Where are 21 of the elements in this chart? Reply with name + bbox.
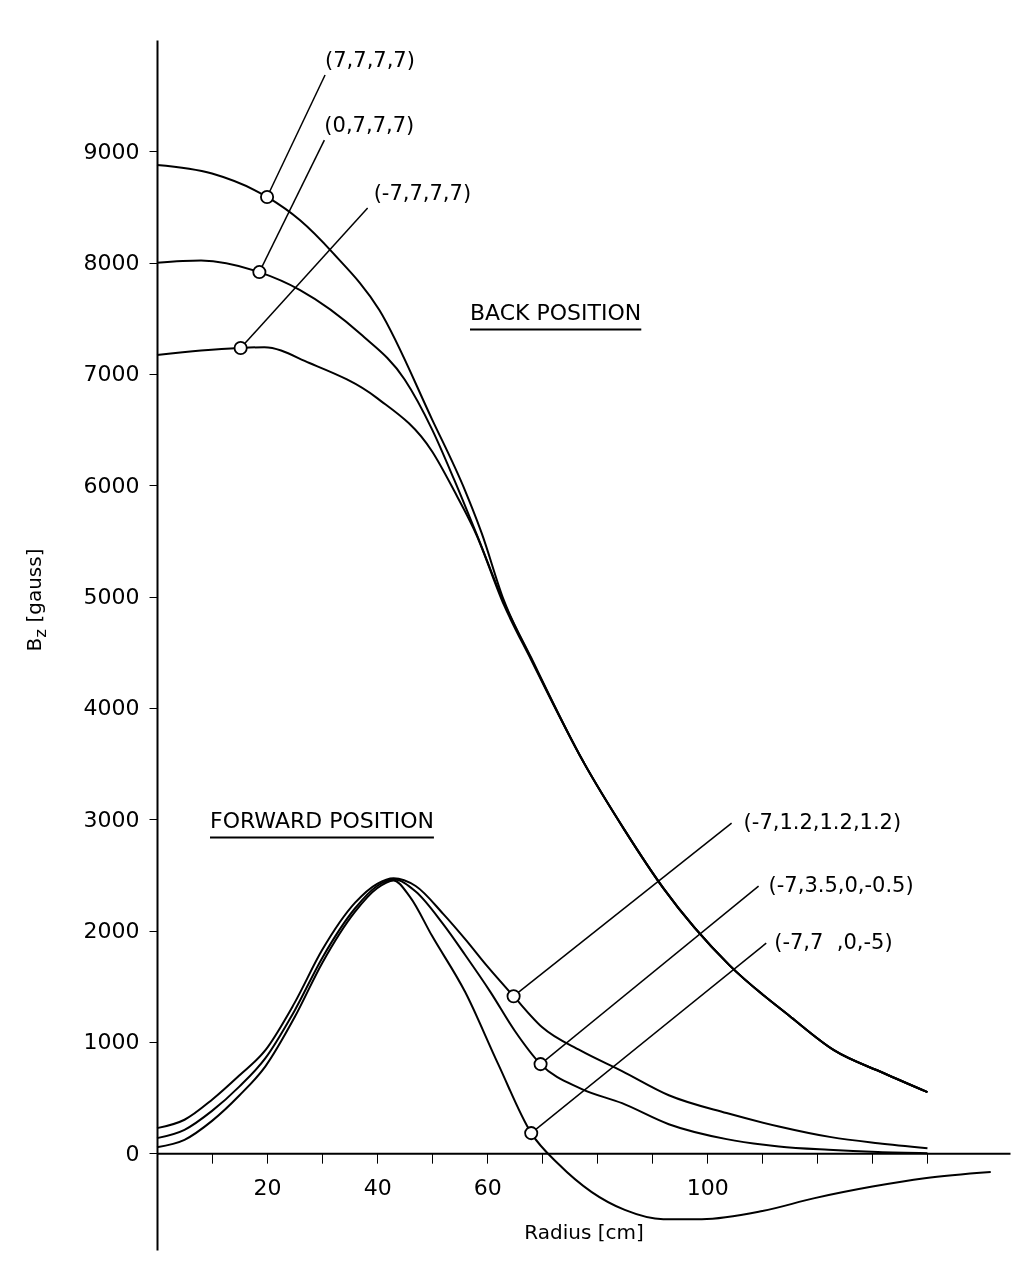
x-tick-label: 60 xyxy=(473,1174,502,1200)
y-tick-label: 5000 xyxy=(83,584,140,610)
annotation: (7,7,7,7) xyxy=(325,47,415,72)
annotation: (0,7,7,7) xyxy=(324,113,415,138)
annotation: (-7,1.2,1.2,1.2) xyxy=(743,810,902,835)
y-tick-label: 0 xyxy=(125,1140,140,1166)
y-tick-label: 7000 xyxy=(83,361,140,387)
x-tick-label: 20 xyxy=(253,1174,282,1200)
y-tick-label: 3000 xyxy=(83,806,140,832)
y-tick-label: 2000 xyxy=(83,918,140,944)
y-tick-label: 8000 xyxy=(83,250,140,276)
x-tick-label: 100 xyxy=(686,1174,729,1200)
x-tick-label: 40 xyxy=(363,1174,392,1200)
y-tick-label: 1000 xyxy=(83,1029,140,1055)
y-tick-label: 9000 xyxy=(83,138,140,164)
annotation: (-7,7 ,0,-5) xyxy=(774,930,893,955)
annotation: (-7,3.5,0,-0.5) xyxy=(768,873,914,898)
y-tick-label: 6000 xyxy=(83,472,140,498)
y-tick-label: 4000 xyxy=(83,695,140,721)
annotation: (-7,7,7,7) xyxy=(373,181,472,206)
x-axis-title: Radius [cm] xyxy=(524,1219,644,1244)
